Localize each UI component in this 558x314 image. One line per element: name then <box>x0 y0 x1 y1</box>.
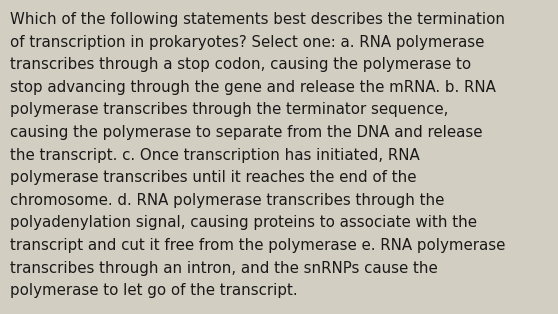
Text: transcribes through an intron, and the snRNPs cause the: transcribes through an intron, and the s… <box>10 261 438 276</box>
Text: transcript and cut it free from the polymerase e. RNA polymerase: transcript and cut it free from the poly… <box>10 238 506 253</box>
Text: polymerase to let go of the transcript.: polymerase to let go of the transcript. <box>10 283 297 298</box>
Text: transcribes through a stop codon, causing the polymerase to: transcribes through a stop codon, causin… <box>10 57 471 72</box>
Text: polyadenylation signal, causing proteins to associate with the: polyadenylation signal, causing proteins… <box>10 215 477 230</box>
Text: of transcription in prokaryotes? Select one: a. RNA polymerase: of transcription in prokaryotes? Select … <box>10 35 484 50</box>
Text: chromosome. d. RNA polymerase transcribes through the: chromosome. d. RNA polymerase transcribe… <box>10 193 444 208</box>
Text: the transcript. c. Once transcription has initiated, RNA: the transcript. c. Once transcription ha… <box>10 148 420 163</box>
Text: polymerase transcribes through the terminator sequence,: polymerase transcribes through the termi… <box>10 102 449 117</box>
Text: stop advancing through the gene and release the mRNA. b. RNA: stop advancing through the gene and rele… <box>10 80 496 95</box>
Text: Which of the following statements best describes the termination: Which of the following statements best d… <box>10 12 505 27</box>
Text: polymerase transcribes until it reaches the end of the: polymerase transcribes until it reaches … <box>10 170 416 185</box>
Text: causing the polymerase to separate from the DNA and release: causing the polymerase to separate from … <box>10 125 483 140</box>
